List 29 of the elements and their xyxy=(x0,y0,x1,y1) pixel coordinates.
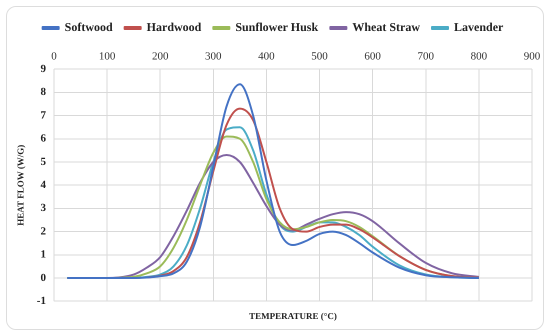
y-axis-title: HEAT FLOW (W/G) xyxy=(16,144,26,226)
legend-label: Lavender xyxy=(454,20,504,34)
x-tick-label: 900 xyxy=(524,50,541,62)
y-tick-label: 3 xyxy=(40,202,46,214)
x-axis-title: TEMPERATURE (°C) xyxy=(249,310,337,321)
legend-label: Sunflower Husk xyxy=(235,20,318,34)
legend-label: Softwood xyxy=(64,20,113,34)
x-tick-label: 0 xyxy=(51,50,58,62)
y-tick-label: 8 xyxy=(40,86,46,98)
x-tick-label: 400 xyxy=(258,50,276,62)
line-series xyxy=(66,83,480,279)
y-tick-label: 6 xyxy=(40,132,46,145)
legend-label: Hardwood xyxy=(146,20,202,34)
x-tick-label: 300 xyxy=(205,50,222,62)
x-tick-label: 100 xyxy=(98,50,116,62)
y-tick-label: 0 xyxy=(40,272,46,284)
y-tick-label: 1 xyxy=(40,248,46,261)
y-tick-label: 4 xyxy=(40,179,46,192)
x-tick-label: 200 xyxy=(152,50,169,62)
x-tick-label: 600 xyxy=(364,50,382,62)
y-tick-label: 5 xyxy=(40,156,46,168)
y-tick-label: 2 xyxy=(40,225,46,238)
y-tick-label: 9 xyxy=(40,63,46,76)
x-tick-label: 700 xyxy=(418,50,435,62)
x-tick-label: 800 xyxy=(470,50,488,62)
y-tick-label: 7 xyxy=(40,109,46,122)
y-tick-label: -1 xyxy=(36,295,46,308)
x-tick-label: 500 xyxy=(311,50,328,62)
legend-label: Wheat Straw xyxy=(352,20,420,34)
